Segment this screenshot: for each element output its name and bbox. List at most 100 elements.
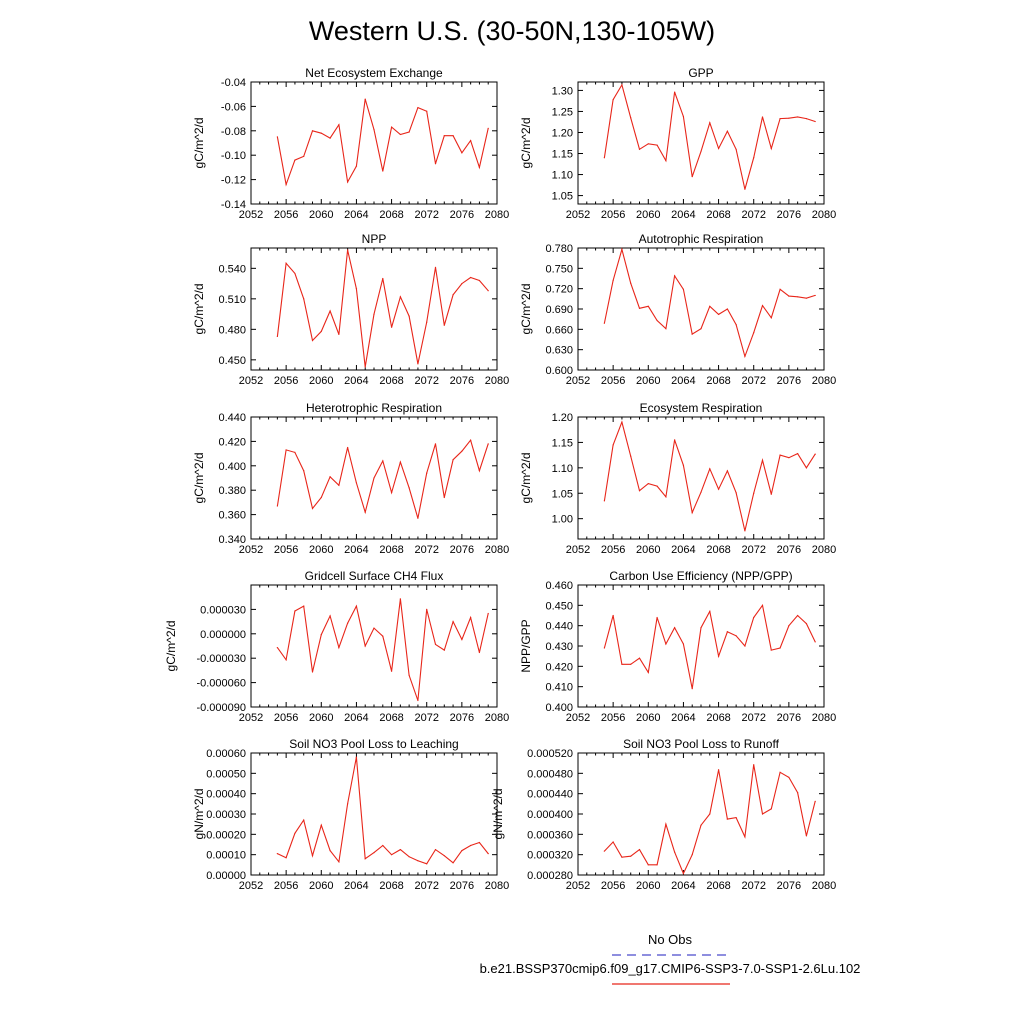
data-point — [717, 488, 720, 490]
data-point — [408, 487, 410, 489]
data-point — [709, 813, 711, 815]
data-point — [355, 288, 358, 290]
plot-frame — [577, 416, 825, 540]
y-tick-label: 0.450 — [545, 600, 573, 612]
data-point — [709, 122, 711, 124]
chart-panel-5: Ecosystem Respiration gC/m^2/d 2052 2056 206… — [519, 401, 836, 556]
y-tick-label: 0.000320 — [527, 850, 573, 862]
data-point — [638, 307, 641, 309]
data-point — [320, 132, 322, 134]
y-tick-label: 0.410 — [545, 682, 573, 694]
data-point — [656, 616, 658, 619]
data-point — [434, 643, 437, 645]
x-tick-label: 2060 — [309, 712, 333, 724]
x-tick-label: 2076 — [450, 375, 474, 387]
y-tick-label: 1.05 — [552, 191, 573, 203]
y-axis-label: gN/m^2/d — [491, 789, 505, 840]
data-point — [382, 170, 384, 172]
data-point — [355, 756, 358, 758]
x-tick-label: 2080 — [812, 712, 836, 724]
data-point — [294, 159, 296, 161]
data-point — [364, 858, 366, 860]
y-tick-label: -0.14 — [221, 199, 246, 211]
data-point — [338, 861, 340, 863]
data-point — [285, 659, 287, 661]
data-point — [682, 643, 685, 645]
panel-title: Carbon Use Efficiency (NPP/GPP) — [609, 569, 792, 583]
data-point — [805, 467, 808, 469]
data-point — [621, 421, 623, 423]
data-point — [390, 854, 393, 856]
y-tick-label: 0.00050 — [206, 768, 246, 780]
data-point — [355, 605, 358, 607]
data-point — [434, 266, 437, 268]
data-point — [779, 647, 781, 649]
data-point — [417, 517, 419, 519]
chart-panel-4: Heterotrophic Respiration gC/m^2/d 2052 205… — [192, 401, 509, 556]
x-tick-label: 2060 — [636, 712, 660, 724]
data-point — [700, 150, 702, 153]
x-tick-label: 2080 — [812, 544, 836, 556]
x-tick-label: 2080 — [485, 880, 509, 892]
data-point — [779, 118, 781, 120]
data-point — [399, 848, 401, 851]
data-point — [347, 446, 349, 449]
y-tick-label: 0.00000 — [206, 870, 246, 882]
data-point — [797, 792, 799, 794]
data-point — [665, 328, 667, 330]
data-point — [612, 444, 614, 446]
data-point — [452, 621, 454, 623]
data-point — [700, 491, 702, 493]
data-point — [735, 148, 737, 150]
y-tick-label: -0.12 — [221, 175, 246, 187]
data-point — [443, 649, 445, 651]
x-tick-label: 2072 — [741, 209, 765, 221]
data-point — [355, 482, 358, 484]
data-point — [674, 91, 676, 93]
chart-panel-9: Soil NO3 Pool Loss to Runoff gN/m^2/d 2052… — [491, 737, 836, 892]
data-point — [665, 823, 667, 825]
y-axis-label: gC/m^2/d — [192, 284, 206, 335]
x-tick-label: 2064 — [671, 209, 695, 221]
data-point — [656, 485, 658, 487]
x-tick-label: 2064 — [344, 712, 368, 724]
data-point — [779, 771, 781, 773]
data-point — [814, 120, 816, 123]
data-point — [770, 808, 772, 810]
data-point — [311, 339, 314, 342]
x-tick-label: 2064 — [671, 880, 695, 892]
data-point — [364, 98, 366, 100]
data-point — [329, 310, 331, 312]
series-line — [604, 764, 816, 875]
data-point — [647, 671, 649, 674]
x-tick-label: 2068 — [379, 880, 403, 892]
x-tick-label: 2060 — [309, 375, 333, 387]
data-point — [753, 764, 755, 766]
data-point — [665, 643, 667, 645]
y-axis-label: gC/m^2/d — [192, 453, 206, 504]
data-point — [426, 608, 428, 611]
data-point — [276, 335, 278, 338]
data-point — [478, 279, 481, 282]
data-point — [294, 832, 296, 834]
data-point — [621, 856, 623, 858]
data-point — [656, 319, 658, 322]
data-point — [303, 298, 305, 300]
data-point — [621, 84, 623, 86]
x-tick-label: 2068 — [706, 712, 730, 724]
data-point — [797, 453, 799, 455]
panel-title: GPP — [688, 66, 713, 80]
y-tick-label: 0.540 — [218, 263, 246, 275]
y-tick-label: 0.420 — [218, 436, 246, 448]
data-point — [761, 116, 764, 118]
data-point — [726, 470, 728, 472]
data-point — [320, 330, 322, 332]
data-point — [373, 627, 375, 629]
y-tick-label: 0.000000 — [200, 629, 246, 641]
y-tick-label: 0.630 — [545, 345, 573, 357]
data-point — [294, 451, 296, 453]
y-tick-label: 0.00020 — [206, 829, 246, 841]
data-point — [805, 297, 808, 299]
data-point — [735, 323, 737, 326]
data-point — [612, 279, 614, 282]
